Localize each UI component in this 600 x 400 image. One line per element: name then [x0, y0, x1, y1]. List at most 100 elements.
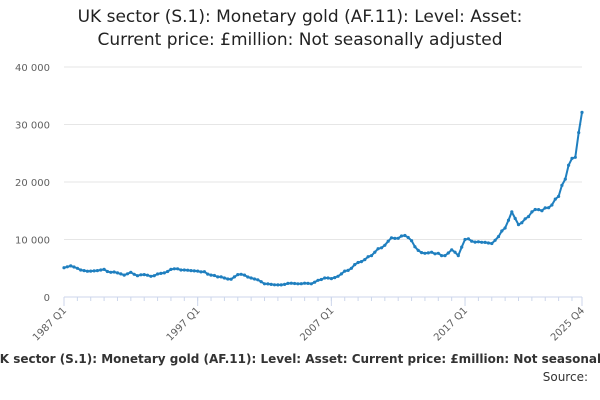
data-point: [272, 283, 277, 287]
data-point: [159, 271, 163, 275]
data-point: [513, 216, 517, 221]
data-point: [389, 236, 394, 240]
data-point: [446, 251, 450, 255]
data-point: [72, 265, 76, 269]
data-point: [176, 267, 180, 271]
data-point: [493, 238, 497, 242]
data-point: [440, 254, 444, 258]
data-point: [346, 268, 350, 272]
data-point: [125, 272, 130, 276]
data-point: [353, 263, 357, 267]
data-point: [296, 282, 300, 286]
data-point: [563, 177, 567, 181]
data-point: [460, 245, 464, 249]
data-point: [410, 239, 414, 243]
data-point: [326, 276, 330, 280]
data-point: [202, 270, 206, 274]
data-point: [129, 270, 133, 274]
chart-title: UK sector (S.1): Monetary gold (AF.11): …: [0, 6, 600, 52]
data-point: [413, 245, 417, 249]
data-point: [426, 251, 430, 255]
data-point: [336, 274, 340, 278]
chart-title-line-2: Current price: £million: Not seasonally …: [97, 30, 503, 50]
x-axis: 1987 Q1 1997 Q1 2007 Q1 2017 Q1 2025 Q4: [31, 296, 587, 343]
data-point: [306, 281, 310, 285]
data-point: [560, 183, 564, 187]
data-point: [132, 272, 136, 276]
data-point: [510, 210, 514, 214]
data-point: [166, 269, 170, 274]
data-point: [283, 282, 287, 286]
data-point: [182, 268, 186, 272]
data-point: [135, 274, 140, 278]
grid-lines: [64, 66, 582, 240]
data-point: [496, 235, 501, 239]
data-point: [386, 239, 390, 243]
data-point: [323, 276, 327, 280]
data-point: [162, 271, 166, 275]
data-point: [483, 240, 487, 244]
data-point: [269, 282, 273, 286]
data-point: [420, 251, 424, 255]
y-axis-ticks: 0 10 000 20 000 30 000 40 000: [15, 63, 50, 304]
data-point: [209, 273, 213, 277]
data-point: [463, 237, 467, 242]
data-point: [119, 272, 123, 276]
data-point: [570, 156, 574, 160]
data-point: [179, 268, 183, 272]
data-point: [112, 270, 116, 274]
data-point: [476, 240, 480, 244]
data-point: [366, 255, 370, 259]
data-point: [543, 206, 547, 210]
data-point: [383, 243, 387, 247]
data-point: [79, 268, 83, 272]
data-point: [550, 203, 554, 207]
data-point: [266, 282, 270, 286]
data-point: [443, 254, 447, 258]
data-point: [206, 272, 210, 276]
data-point: [393, 236, 397, 240]
data-point: [279, 283, 283, 287]
data-point: [580, 110, 584, 114]
data-point: [577, 131, 581, 135]
data-point: [349, 266, 353, 270]
x-tick-label: 2017 Q1: [432, 305, 470, 343]
data-point: [192, 269, 196, 273]
y-tick-label: 10 000: [15, 236, 50, 247]
data-point: [226, 277, 230, 281]
data-point: [473, 240, 477, 244]
data-point: [533, 207, 537, 212]
data-point: [480, 240, 484, 244]
data-point: [540, 209, 544, 213]
data-point: [252, 277, 257, 281]
data-point: [89, 269, 93, 273]
data-point: [567, 163, 571, 167]
data-point: [85, 269, 89, 273]
data-point: [416, 248, 420, 252]
data-point: [363, 258, 367, 262]
data-point: [359, 260, 363, 264]
x-tick-label: 2007 Q1: [298, 305, 336, 343]
data-point: [313, 280, 317, 284]
data-point: [186, 268, 190, 272]
data-point: [430, 250, 434, 254]
data-point: [329, 277, 333, 281]
data-point: [379, 246, 384, 250]
data-point: [516, 223, 521, 227]
data-point: [333, 276, 337, 280]
data-point: [216, 275, 220, 279]
legend-label: UK sector (S.1): Monetary gold (AF.11): …: [0, 352, 600, 366]
data-point: [289, 281, 293, 285]
y-tick-label: 40 000: [15, 63, 50, 74]
data-point: [219, 275, 223, 279]
data-point: [189, 269, 193, 273]
data-point: [369, 254, 374, 258]
data-point: [95, 269, 99, 273]
data-point: [276, 283, 280, 287]
data-point: [373, 250, 377, 254]
data-point: [453, 250, 457, 254]
chart-title-line-1: UK sector (S.1): Monetary gold (AF.11): …: [77, 7, 523, 27]
y-tick-label: 30 000: [15, 121, 50, 132]
data-point: [115, 271, 120, 275]
